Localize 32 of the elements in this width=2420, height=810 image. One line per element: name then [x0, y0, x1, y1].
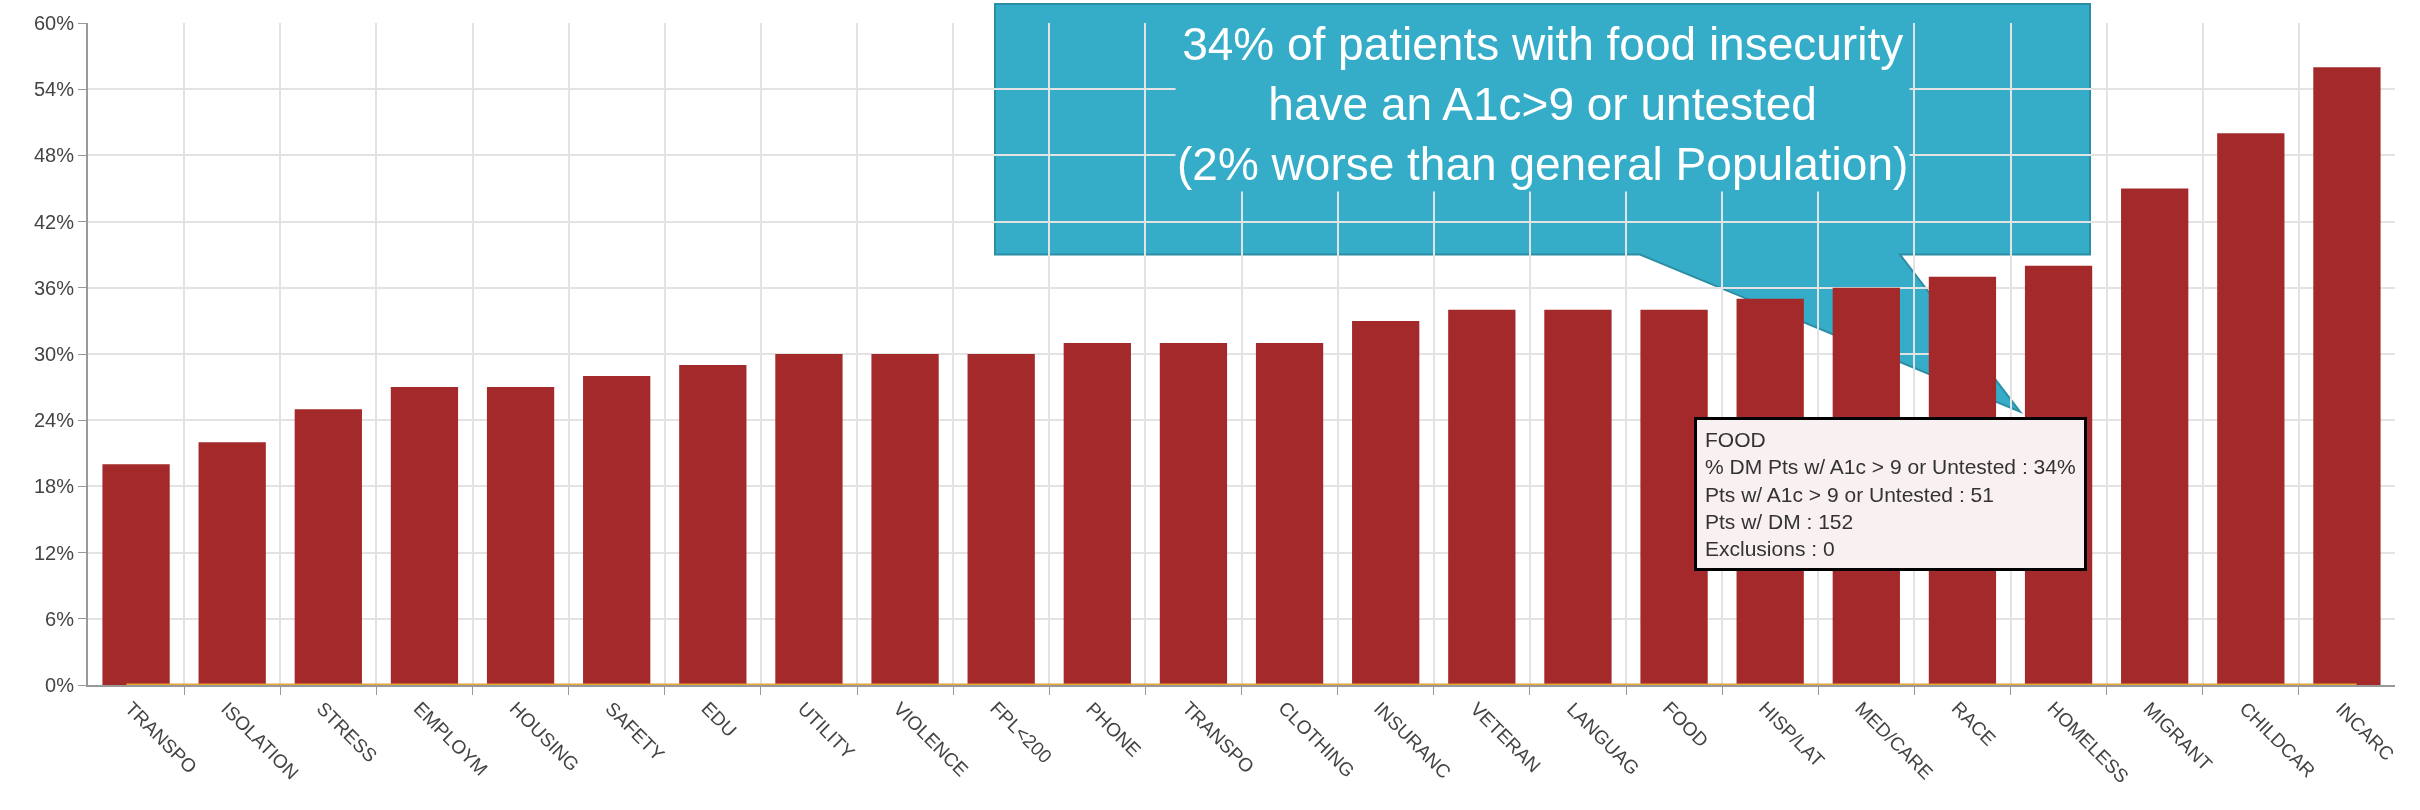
bar: [294, 409, 362, 685]
y-tick-label: 30%: [33, 343, 75, 365]
bar: [967, 354, 1035, 685]
bar: [486, 387, 555, 685]
y-tick-label: 48%: [33, 144, 75, 167]
bar: [2121, 188, 2189, 685]
bar: [2217, 133, 2285, 685]
bar: [1544, 309, 1612, 685]
bar: [390, 387, 459, 685]
bar: [1063, 342, 1131, 685]
y-tick-label: 24%: [33, 409, 75, 432]
y-tick-label: 18%: [33, 475, 75, 498]
y-tick-label: 42%: [33, 210, 75, 233]
y-tick-label: 60%: [33, 12, 75, 34]
y-tick-label: 54%: [33, 78, 75, 101]
bar: [679, 365, 747, 685]
annotation: 34% of patients with food insecurity have an A1c>9 or untested (2% worse than general Population): [1177, 18, 1909, 190]
bar: [871, 354, 939, 685]
y-tick-label: 12%: [33, 541, 75, 564]
bar: [102, 464, 170, 685]
y-tick-label: 6%: [45, 607, 75, 630]
bar: [775, 354, 843, 685]
bar: [2313, 67, 2381, 685]
bar: [1448, 309, 1516, 685]
bar: [583, 376, 651, 685]
bar: [1255, 342, 1324, 685]
bar: [1159, 342, 1228, 685]
annotation: FOOD % DM Pts w/ A1c > 9 or Untested : 34% Pts w/ A1c > 9 or Untested : 51 Pts w/ DM : 152 Exclusions : 0: [1705, 428, 2076, 561]
y-tick-label: 36%: [33, 276, 75, 299]
bar: [198, 442, 266, 685]
bar: [1352, 320, 1420, 685]
y-tick-label: 0%: [45, 674, 75, 696]
